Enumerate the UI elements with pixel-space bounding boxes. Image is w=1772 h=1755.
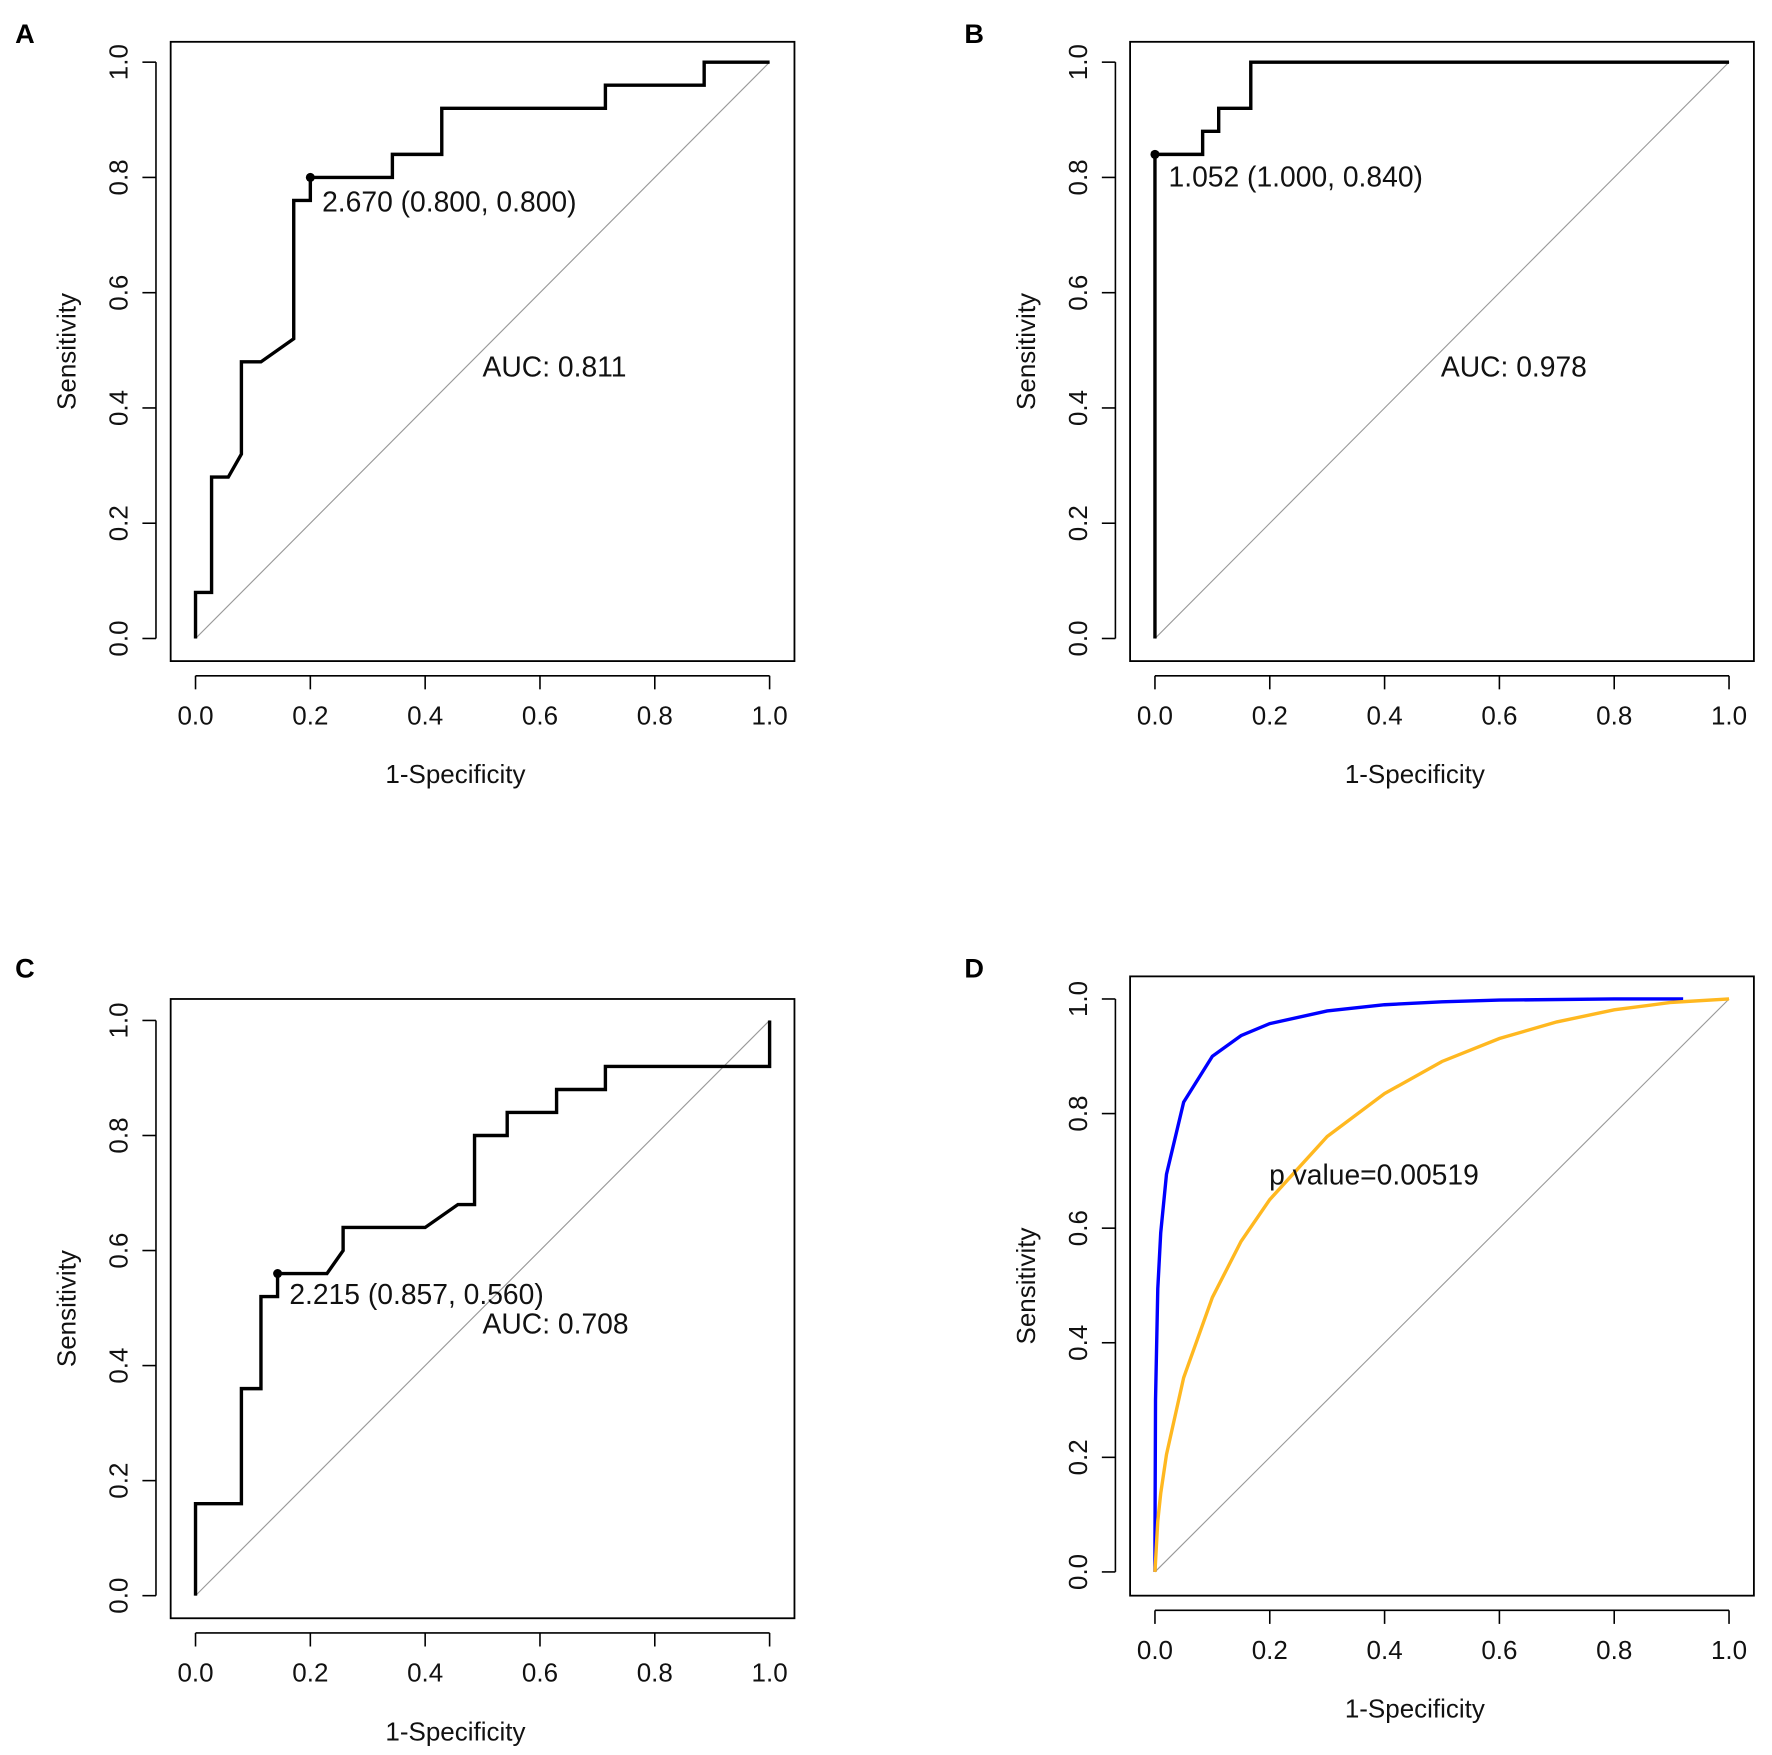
y-axis-label: Sensitivity xyxy=(52,1250,82,1367)
y-tick-label: 0.0 xyxy=(104,1578,134,1614)
y-tick-label: 0.6 xyxy=(1063,1210,1093,1246)
plot-box xyxy=(1129,975,1755,1597)
roc-curve-1 xyxy=(1153,997,1684,1572)
y-tick-label: 0.6 xyxy=(1063,275,1093,311)
y-tick-label: 0.2 xyxy=(104,505,134,541)
auc-label: AUC: 0.978 xyxy=(1441,350,1587,382)
p-value-label: p value=0.00519 xyxy=(1269,1158,1479,1190)
x-axis-label: 1-Specificity xyxy=(385,1716,525,1746)
y-tick-label: 0.2 xyxy=(1063,1439,1093,1475)
roc-curve-1 xyxy=(193,60,770,639)
y-axis-label: Sensitivity xyxy=(52,293,82,410)
x-tick-label: 0.8 xyxy=(1596,700,1632,730)
y-tick-label: 1.0 xyxy=(104,44,134,80)
y-tick-label: 0.8 xyxy=(1063,1096,1093,1132)
roc-curve-1 xyxy=(193,1020,772,1596)
panel-c: C 0.0 0.2 0.4 0.6 0.8 1.0 0.0 0.2 0.4 0.6 0.8 1.0 1-S… xyxy=(15,953,796,1746)
panel-label: D xyxy=(964,953,984,984)
y-tick-label: 0.8 xyxy=(104,159,134,195)
x-tick-label: 0.8 xyxy=(637,700,673,730)
best-threshold-point xyxy=(273,1269,283,1279)
x-tick-label: 0.2 xyxy=(292,700,328,730)
y-axis-label: Sensitivity xyxy=(1011,293,1041,410)
x-tick-label: 0.8 xyxy=(637,1658,673,1688)
panel-label: A xyxy=(15,18,35,49)
y-tick-label: 0.4 xyxy=(104,390,134,426)
y-axis-label: Sensitivity xyxy=(1011,1228,1041,1345)
y-tick-label: 1.0 xyxy=(1063,44,1093,80)
x-tick-label: 0.4 xyxy=(407,1658,443,1688)
plot-box xyxy=(169,40,796,662)
best-threshold-point xyxy=(305,172,315,182)
x-axis-label: 1-Specificity xyxy=(385,759,525,789)
reference-diagonal xyxy=(195,1020,771,1597)
auc-label: AUC: 0.708 xyxy=(483,1307,629,1339)
x-tick-label: 0.4 xyxy=(1367,700,1403,730)
best-threshold-label: 1.052 (1.000, 0.840) xyxy=(1169,160,1423,192)
x-tick-label: 0.8 xyxy=(1596,1635,1632,1665)
y-tick-label: 0.0 xyxy=(104,620,134,656)
plot-box xyxy=(1129,40,1755,662)
x-axis-label: 1-Specificity xyxy=(1345,759,1485,789)
y-tick-label: 0.0 xyxy=(1063,1554,1093,1590)
panel-label: B xyxy=(964,18,984,49)
x-tick-label: 0.0 xyxy=(1137,1635,1173,1665)
y-tick-label: 1.0 xyxy=(104,1002,134,1038)
y-tick-label: 0.2 xyxy=(1063,505,1093,541)
y-tick-label: 0.6 xyxy=(104,1232,134,1268)
auc-label: AUC: 0.811 xyxy=(483,350,627,382)
x-tick-label: 0.6 xyxy=(522,700,558,730)
x-tick-label: 1.0 xyxy=(752,700,788,730)
y-tick-label: 0.8 xyxy=(104,1117,134,1153)
panel-b: B 0.0 0.2 0.4 0.6 0.8 1.0 0.0 0.2 0.4 0.6 0.8 1.0 1-S… xyxy=(964,18,1755,789)
y-tick-label: 0.4 xyxy=(104,1348,134,1384)
x-tick-label: 0.2 xyxy=(1252,700,1288,730)
x-tick-label: 0.6 xyxy=(1481,700,1517,730)
roc-curve-2 xyxy=(1153,997,1730,1573)
x-tick-label: 1.0 xyxy=(1711,700,1747,730)
plot-box xyxy=(169,998,796,1620)
x-tick-label: 0.6 xyxy=(522,1658,558,1688)
best-threshold-label: 2.215 (0.857, 0.560) xyxy=(289,1278,543,1310)
reference-diagonal xyxy=(1154,61,1730,639)
roc-curve-1 xyxy=(1153,60,1730,639)
x-tick-label: 0.0 xyxy=(1137,700,1173,730)
best-threshold-label: 2.670 (0.800, 0.800) xyxy=(322,185,576,217)
panel-label: C xyxy=(15,953,35,984)
x-tick-label: 1.0 xyxy=(1711,1635,1747,1665)
y-tick-label: 0.8 xyxy=(1063,159,1093,195)
y-tick-label: 0.2 xyxy=(104,1463,134,1499)
x-tick-label: 0.4 xyxy=(1367,1635,1403,1665)
x-tick-label: 0.6 xyxy=(1481,1635,1517,1665)
best-threshold-point xyxy=(1150,149,1160,159)
x-axis-label: 1-Specificity xyxy=(1345,1694,1485,1724)
x-tick-label: 0.4 xyxy=(407,700,443,730)
x-tick-label: 0.2 xyxy=(1252,1635,1288,1665)
y-tick-label: 0.6 xyxy=(104,275,134,311)
y-tick-label: 0.4 xyxy=(1063,390,1093,426)
reference-diagonal xyxy=(195,61,771,639)
y-tick-label: 0.4 xyxy=(1063,1325,1093,1361)
y-tick-label: 1.0 xyxy=(1063,981,1093,1017)
x-tick-label: 0.0 xyxy=(177,1658,213,1688)
x-tick-label: 0.2 xyxy=(292,1658,328,1688)
x-tick-label: 0.0 xyxy=(177,700,213,730)
reference-diagonal xyxy=(1154,998,1730,1573)
y-tick-label: 0.0 xyxy=(1063,620,1093,656)
x-tick-label: 1.0 xyxy=(752,1658,788,1688)
panel-d: D 0.0 0.2 0.4 0.6 0.8 1.0 0.0 0.2 0.4 0.6 0.8 1.0 1-S… xyxy=(964,953,1755,1724)
panel-a: A 0.0 0.2 0.4 0.6 0.8 1.0 0.0 0.2 0.4 0.6 0.8 1.0 1-S… xyxy=(15,18,796,789)
